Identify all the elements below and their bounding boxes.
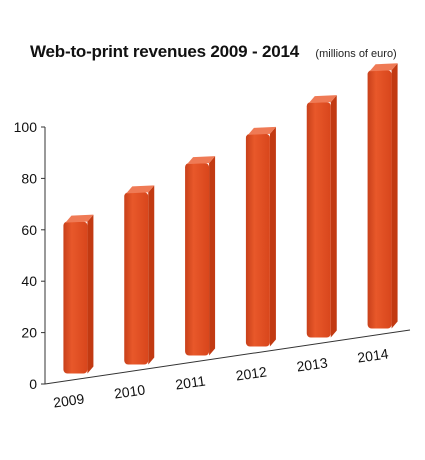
x-axis-line — [44, 329, 411, 385]
x-tick-label: 2011 — [174, 373, 206, 393]
bar-top — [187, 156, 216, 165]
y-tick-label: 100 — [14, 119, 38, 135]
x-tick-label: 2014 — [356, 345, 389, 365]
chart-subtitle: (millions of euro) — [315, 48, 397, 60]
y-tick-label: 0 — [29, 376, 37, 392]
bar-top — [126, 185, 155, 194]
bar: 2012: 84 — [245, 133, 270, 347]
bar-top — [247, 126, 276, 135]
x-tick-label: 2009 — [52, 390, 85, 410]
bar-side — [148, 185, 155, 365]
y-tick-label: 20 — [21, 325, 37, 341]
bar-side — [209, 156, 216, 356]
bar-side — [330, 95, 337, 338]
bar-top — [308, 95, 337, 104]
bar-side — [269, 126, 276, 347]
chart-title: Web-to-print revenues 2009 - 2014 — [30, 42, 299, 61]
x-tick-label: 2010 — [113, 381, 146, 401]
x-tick-label: 2012 — [235, 363, 268, 383]
bar: 2011: 76 — [185, 163, 210, 356]
y-tick-label: 60 — [21, 222, 37, 238]
bar: 2009: 60 — [63, 221, 88, 374]
bar-top — [369, 63, 398, 72]
bar-side — [87, 214, 94, 374]
x-tick-label: 2013 — [296, 354, 329, 374]
y-tick-label: 40 — [21, 273, 37, 289]
bar-top — [65, 214, 94, 223]
bar: 2010: 68 — [124, 192, 149, 365]
bar: 2014: 102 — [367, 70, 392, 329]
chart-title-row: Web-to-print revenues 2009 - 2014 (milli… — [30, 42, 397, 62]
y-tick-label: 80 — [21, 170, 37, 186]
bar: 2013: 93 — [306, 102, 331, 338]
bar-side — [391, 63, 398, 329]
